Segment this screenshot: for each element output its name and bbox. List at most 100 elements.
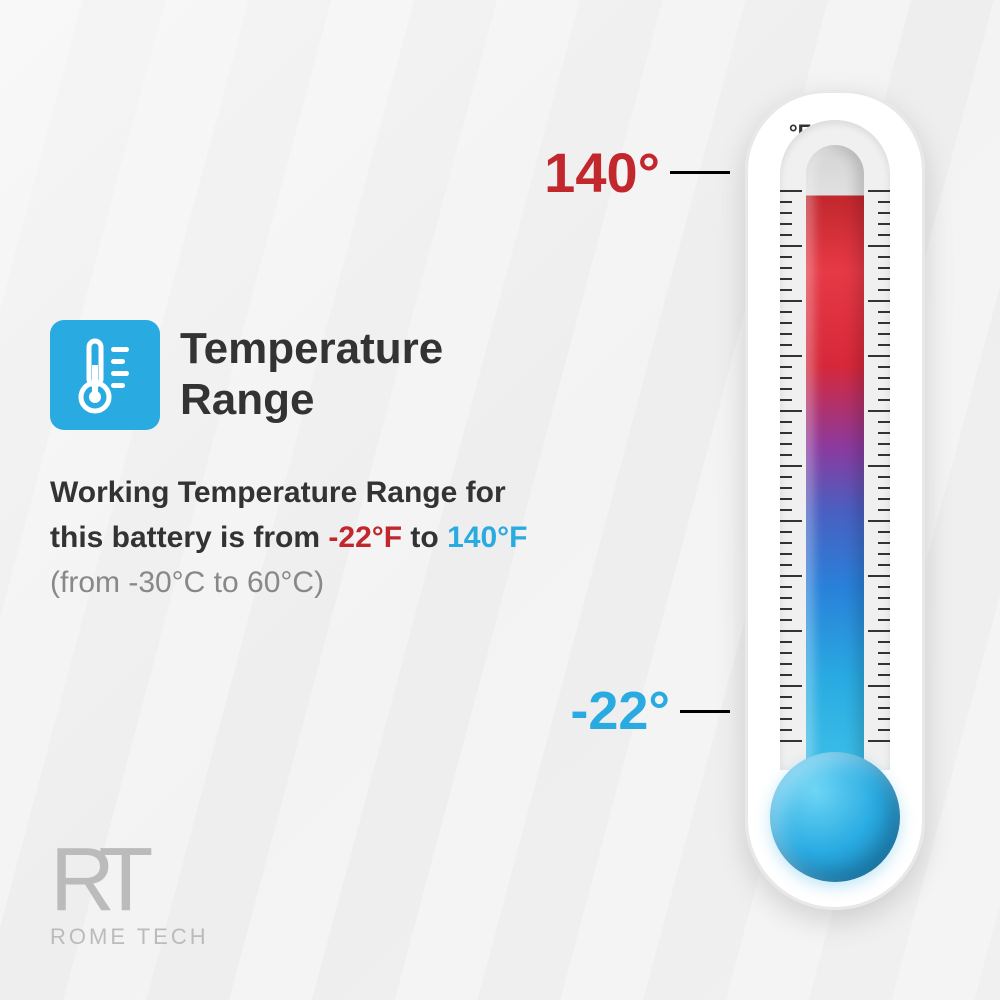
tick [878,289,890,291]
tick [868,630,890,632]
tick [780,267,792,269]
tick [780,333,792,335]
low-temp-label: -22° [570,680,730,742]
tick [878,586,890,588]
desc-text-mid: to [402,521,447,554]
tick [780,509,792,511]
tick [780,366,792,368]
tick [878,498,890,500]
tick [780,234,792,236]
tick [868,355,890,357]
tick [780,476,792,478]
tick [780,498,792,500]
tick [878,223,890,225]
tick [780,443,792,445]
tick [868,520,890,522]
tick [878,619,890,621]
tick [780,190,802,192]
title: Temperature Range [180,324,550,425]
tick [868,740,890,742]
tick [780,201,792,203]
tick [878,597,890,599]
tick [878,432,890,434]
tick [780,685,802,687]
tick [878,663,890,665]
tick [868,300,890,302]
tick [878,652,890,654]
tick [878,366,890,368]
tick [878,553,890,555]
tick [780,718,792,720]
tick [878,454,890,456]
tick [868,465,890,467]
tick [780,553,792,555]
tick [878,399,890,401]
tick [780,245,802,247]
desc-low-temp: -22°F [328,521,402,554]
tick [780,278,792,280]
content-block: Temperature Range Working Temperature Ra… [50,320,550,605]
tick [780,289,792,291]
tick [878,388,890,390]
tick [780,256,792,258]
tick [878,542,890,544]
tick [878,333,890,335]
tick [780,421,792,423]
tick [780,531,792,533]
thermometer-ticks [780,190,890,740]
tick [780,641,792,643]
tick [878,509,890,511]
tick [780,707,792,709]
tick [780,630,802,632]
tick [878,443,890,445]
tick [878,421,890,423]
tick [878,487,890,489]
tick [878,564,890,566]
tick [780,597,792,599]
tick [780,663,792,665]
tick [780,608,792,610]
thermometer-body: °F [745,90,925,910]
tick [878,707,890,709]
tick [878,696,890,698]
tick [780,652,792,654]
tick [780,432,792,434]
tick [878,608,890,610]
tick [780,542,792,544]
brand-logo: RT ROME TECH [50,844,209,950]
icon-title-row: Temperature Range [50,320,550,430]
tick [780,729,792,731]
tick [780,454,792,456]
high-temp-value: 140° [544,140,660,205]
thermometer-graphic: °F [725,90,945,920]
tick [780,740,802,742]
logo-mark: RT [50,844,209,916]
tick [868,245,890,247]
tick [878,201,890,203]
tick [780,487,792,489]
tick [868,575,890,577]
tick [878,377,890,379]
low-temp-line [680,710,730,713]
thermometer-bulb [770,752,900,882]
tick [780,399,792,401]
tick [780,300,802,302]
high-temp-line [670,171,730,174]
tick [878,212,890,214]
desc-high-temp: 140°F [447,521,527,554]
tick [878,531,890,533]
tick [780,619,792,621]
tick [868,410,890,412]
tick [780,465,802,467]
tick [780,344,792,346]
tick [780,223,792,225]
tick [878,674,890,676]
tick [878,311,890,313]
tick [878,641,890,643]
tick [868,190,890,192]
tick [780,674,792,676]
tick [878,322,890,324]
tick [878,344,890,346]
tick [780,520,802,522]
tick [878,256,890,258]
